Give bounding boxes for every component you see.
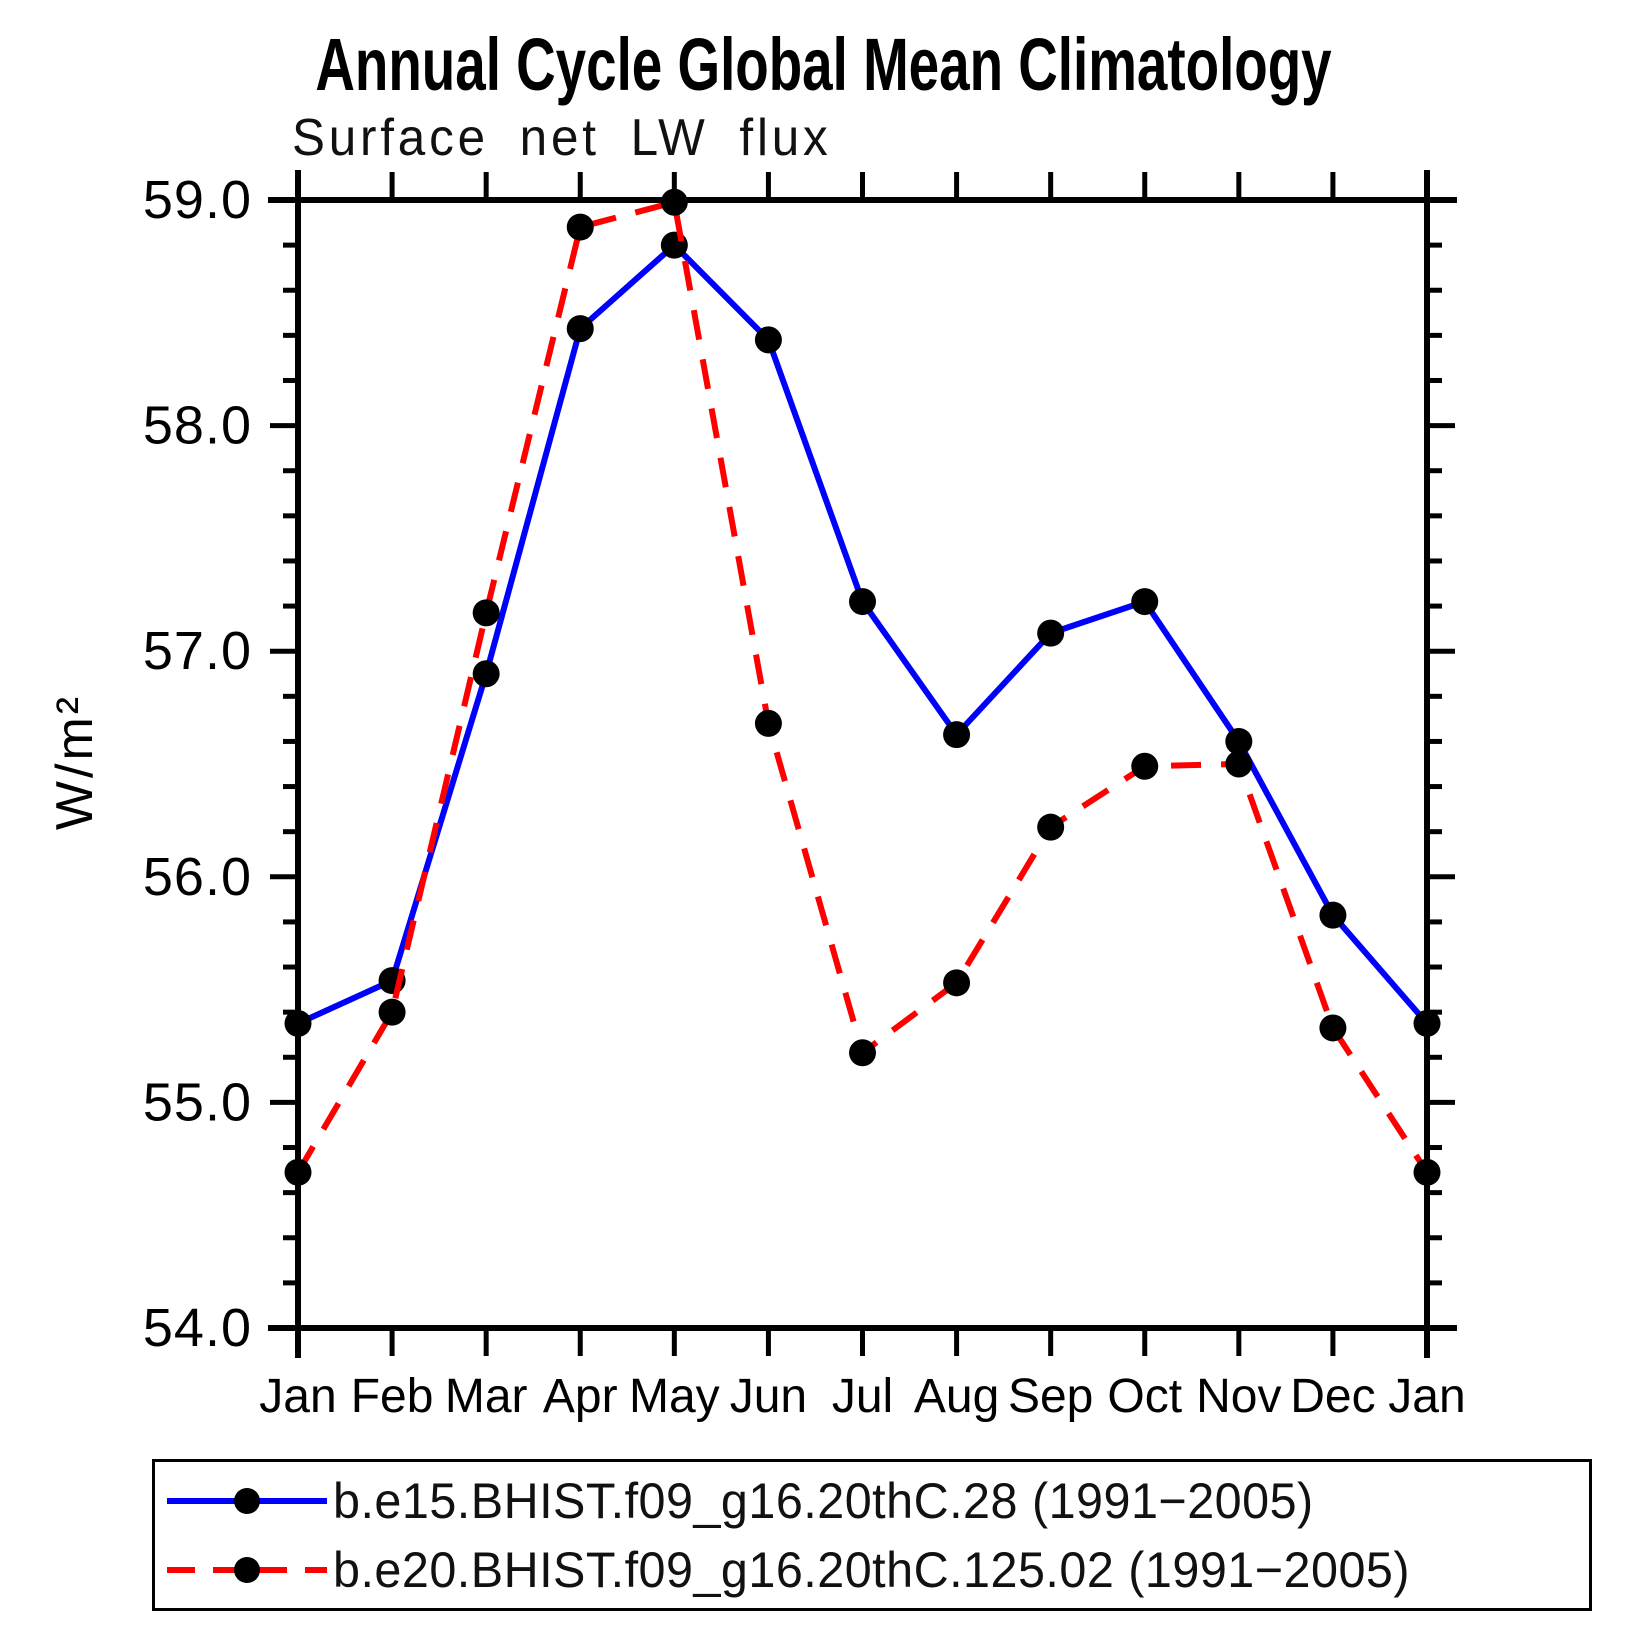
x-tick-label: Jun — [730, 1370, 807, 1423]
axis-ticks — [270, 172, 1455, 1356]
legend-label-0: b.e15.BHIST.f09_g16.20thC.28 (1991−2005) — [333, 1472, 1314, 1529]
data-point — [472, 660, 500, 688]
x-tick-label: Jan — [1388, 1370, 1465, 1423]
data-point — [284, 1009, 312, 1037]
data-point — [849, 1039, 876, 1067]
data-point — [1319, 1014, 1347, 1042]
legend-swatch-solid-line — [167, 1487, 327, 1514]
data-point — [1131, 752, 1159, 780]
data-point — [1037, 813, 1065, 841]
y-tick-label: 59.0 — [143, 170, 252, 230]
legend-swatch-dashed-line — [167, 1556, 327, 1583]
x-tick-label: Feb — [351, 1370, 434, 1423]
axes — [268, 170, 1457, 1358]
data-point — [1225, 750, 1253, 778]
data-point — [1131, 588, 1159, 616]
chart-title: Annual Cycle Global Mean Climatology — [315, 23, 1332, 106]
y-tick-label: 55.0 — [143, 1072, 252, 1132]
x-tick-label: Dec — [1290, 1370, 1375, 1423]
x-tick-label: Jan — [259, 1370, 336, 1423]
legend-box: b.e15.BHIST.f09_g16.20thC.28 (1991−2005)… — [152, 1459, 1592, 1611]
legend-label-1: b.e20.BHIST.f09_g16.20thC.125.02 (1991−2… — [333, 1541, 1411, 1598]
x-tick-label: Sep — [1008, 1370, 1093, 1423]
data-point — [754, 326, 782, 354]
data-point — [1413, 1158, 1441, 1186]
x-tick-label: Nov — [1196, 1370, 1281, 1423]
data-point — [566, 315, 594, 343]
x-tick-labels: Jan Feb Mar Apr May Jun Jul Aug Sep Oct Nov Dec Jan — [259, 1370, 1465, 1423]
data-point — [1319, 901, 1347, 929]
series-line-1 — [295, 198, 1430, 1174]
data-point — [378, 998, 406, 1026]
y-tick-labels: 54.0 55.0 56.0 57.0 58.0 59.0 — [143, 170, 252, 1358]
data-point — [1413, 1009, 1441, 1037]
legend-marker-icon — [234, 1487, 260, 1514]
data-point — [472, 599, 500, 627]
y-tick-label: 58.0 — [143, 396, 252, 456]
x-tick-label: Apr — [543, 1370, 618, 1423]
data-point — [849, 588, 876, 616]
y-axis-label: W/m² — [46, 694, 104, 830]
chart-subtitle: Surface net LW flux — [292, 109, 832, 167]
data-series — [284, 188, 1441, 1186]
data-point — [566, 213, 594, 241]
y-tick-label: 56.0 — [143, 847, 252, 907]
data-point — [284, 1158, 312, 1186]
x-tick-label: Aug — [914, 1370, 999, 1423]
data-point — [754, 709, 782, 737]
data-point — [943, 721, 971, 749]
legend-marker-icon — [234, 1556, 260, 1583]
x-tick-label: Mar — [445, 1370, 528, 1423]
data-point — [660, 231, 688, 259]
series-line-0 — [296, 240, 1430, 1027]
data-point — [943, 969, 971, 997]
x-tick-label: Jul — [832, 1370, 893, 1423]
data-point — [1225, 727, 1253, 755]
y-tick-label: 57.0 — [143, 621, 252, 681]
x-tick-label: Oct — [1107, 1370, 1182, 1423]
legend-entry-0: b.e15.BHIST.f09_g16.20thC.28 (1991−2005) — [161, 1469, 1589, 1533]
data-point — [660, 188, 688, 216]
y-tick-label: 54.0 — [143, 1298, 252, 1358]
data-point — [1037, 619, 1065, 647]
legend-entry-1: b.e20.BHIST.f09_g16.20thC.125.02 (1991−2… — [161, 1538, 1589, 1602]
x-tick-label: May — [629, 1370, 720, 1423]
